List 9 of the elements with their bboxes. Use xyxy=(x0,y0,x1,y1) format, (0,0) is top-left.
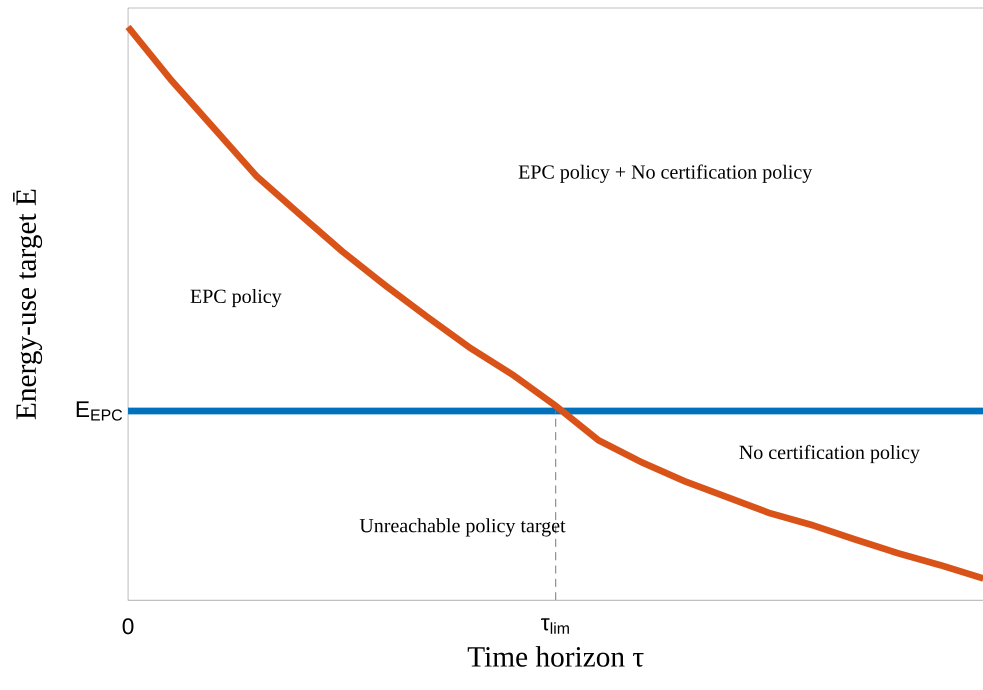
annotation: Unreachable policy target xyxy=(360,518,566,536)
y-axis-title: Energy-use target Ē xyxy=(13,189,42,420)
annotation: No certification policy xyxy=(739,444,920,464)
ref-line-label: E$_{EPC}$ xyxy=(76,401,122,421)
x-tick-label: 0 xyxy=(122,618,134,634)
x-tick-label: τ$_{lim}$ xyxy=(541,618,569,634)
annotation: EPC policy + No certification policy xyxy=(518,164,812,183)
x-axis-title: Time horizon τ xyxy=(468,646,644,667)
annotation: EPC policy xyxy=(190,288,282,308)
